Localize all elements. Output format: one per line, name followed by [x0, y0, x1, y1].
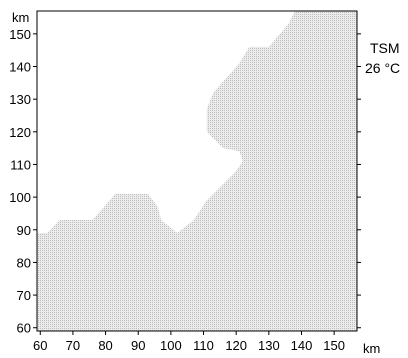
x-tick-label: 140: [291, 338, 313, 353]
y-axis-right: [357, 33, 361, 329]
x-axis-unit-label: km: [363, 341, 380, 356]
x-tick-label: 80: [98, 338, 112, 353]
y-tick-label: 80: [17, 255, 31, 270]
y-tick-label: 120: [9, 125, 31, 140]
y-axis-unit-label: km: [12, 10, 29, 25]
x-tick-label: 100: [160, 338, 182, 353]
y-tick-label: 100: [9, 190, 31, 205]
x-axis: 60 70 80 90 100 110 120 130 140 150: [33, 331, 345, 353]
x-tick-label: 150: [323, 338, 345, 353]
x-tick-label: 60: [33, 338, 47, 353]
x-tick-label: 90: [131, 338, 145, 353]
land-polygon: [37, 11, 357, 331]
y-tick-label: 70: [17, 288, 31, 303]
x-tick-label: 110: [193, 338, 214, 353]
land-area: [37, 11, 357, 331]
x-tick-label: 120: [225, 338, 247, 353]
x-tick-label: 70: [66, 338, 80, 353]
plot-frame: [36, 10, 358, 332]
variable-value: 26 °C: [365, 60, 400, 76]
x-tick-label: 130: [258, 338, 280, 353]
y-tick-label: 110: [10, 157, 31, 172]
y-tick-label: 130: [9, 92, 31, 107]
y-tick-label: 150: [9, 27, 31, 42]
y-tick-label: 60: [17, 321, 31, 336]
y-tick-label: 140: [9, 60, 31, 75]
variable-label: TSM: [370, 40, 400, 56]
y-axis: 60 70 80 90 100 110 120 130 140 150: [9, 27, 37, 336]
y-tick-label: 90: [17, 223, 31, 238]
